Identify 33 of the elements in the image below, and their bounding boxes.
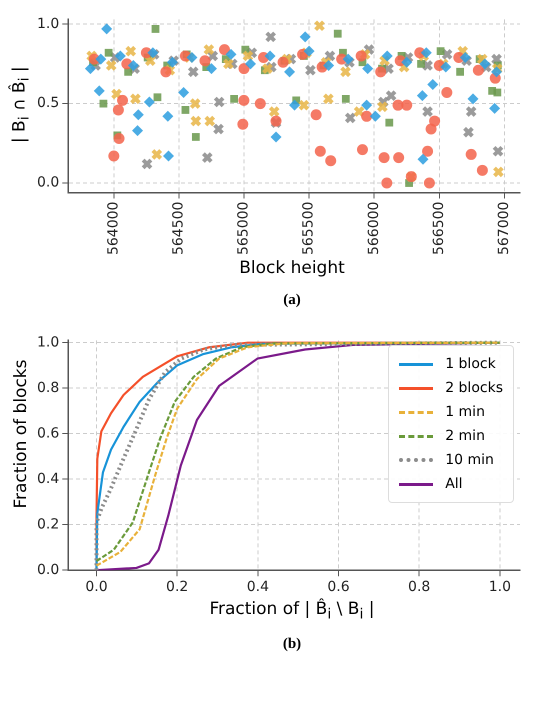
x-tick-label: 1.0 <box>488 579 511 596</box>
x-tick-label: 564500 <box>170 202 187 256</box>
y-tick-label: 1.0 <box>37 334 60 350</box>
legend-label: 1 min <box>445 403 485 422</box>
x-tick-label: 0.6 <box>327 579 350 596</box>
legend-label: 2 min <box>445 427 485 446</box>
x-tick-label: 566000 <box>366 202 382 256</box>
x-tick-label: 0.8 <box>408 579 430 596</box>
y-tick-label: 0.6 <box>37 425 60 442</box>
text: (a) <box>282 292 302 309</box>
x-tick-label: 0.2 <box>166 579 188 596</box>
legend-label: 10 min <box>445 451 494 470</box>
x-tick-label: 565000 <box>236 202 252 256</box>
y-tick-label: 0.8 <box>37 380 60 396</box>
x-tick-label: 564000 <box>105 202 122 256</box>
y-tick-label: 1.0 <box>37 16 60 32</box>
text: (b) <box>282 636 302 654</box>
y-tick-label: 0.5 <box>37 95 60 112</box>
legend-label: 2 blocks <box>445 379 503 398</box>
y-tick-label: 0.4 <box>37 470 60 487</box>
y-tick-label: 0.2 <box>37 516 60 532</box>
y-axis-title: Fraction of blocks <box>11 358 31 511</box>
y-tick-label: 0.0 <box>37 174 60 191</box>
x-tick-label: 567000 <box>496 202 512 256</box>
x-tick-label: 0.0 <box>85 579 108 596</box>
y-tick-label: 0.0 <box>37 562 60 578</box>
x-tick-label: 0.4 <box>246 579 270 596</box>
x-axis-title: Fraction of | B̂$_{i}$ \ B$_{i}$ | <box>208 599 376 622</box>
x-tick-label: 565500 <box>300 202 317 256</box>
x-axis-title: Block height <box>238 258 346 278</box>
legend-label: All <box>445 475 463 494</box>
x-tick-label: 566500 <box>430 202 447 256</box>
legend-label: 1 block <box>445 355 496 374</box>
